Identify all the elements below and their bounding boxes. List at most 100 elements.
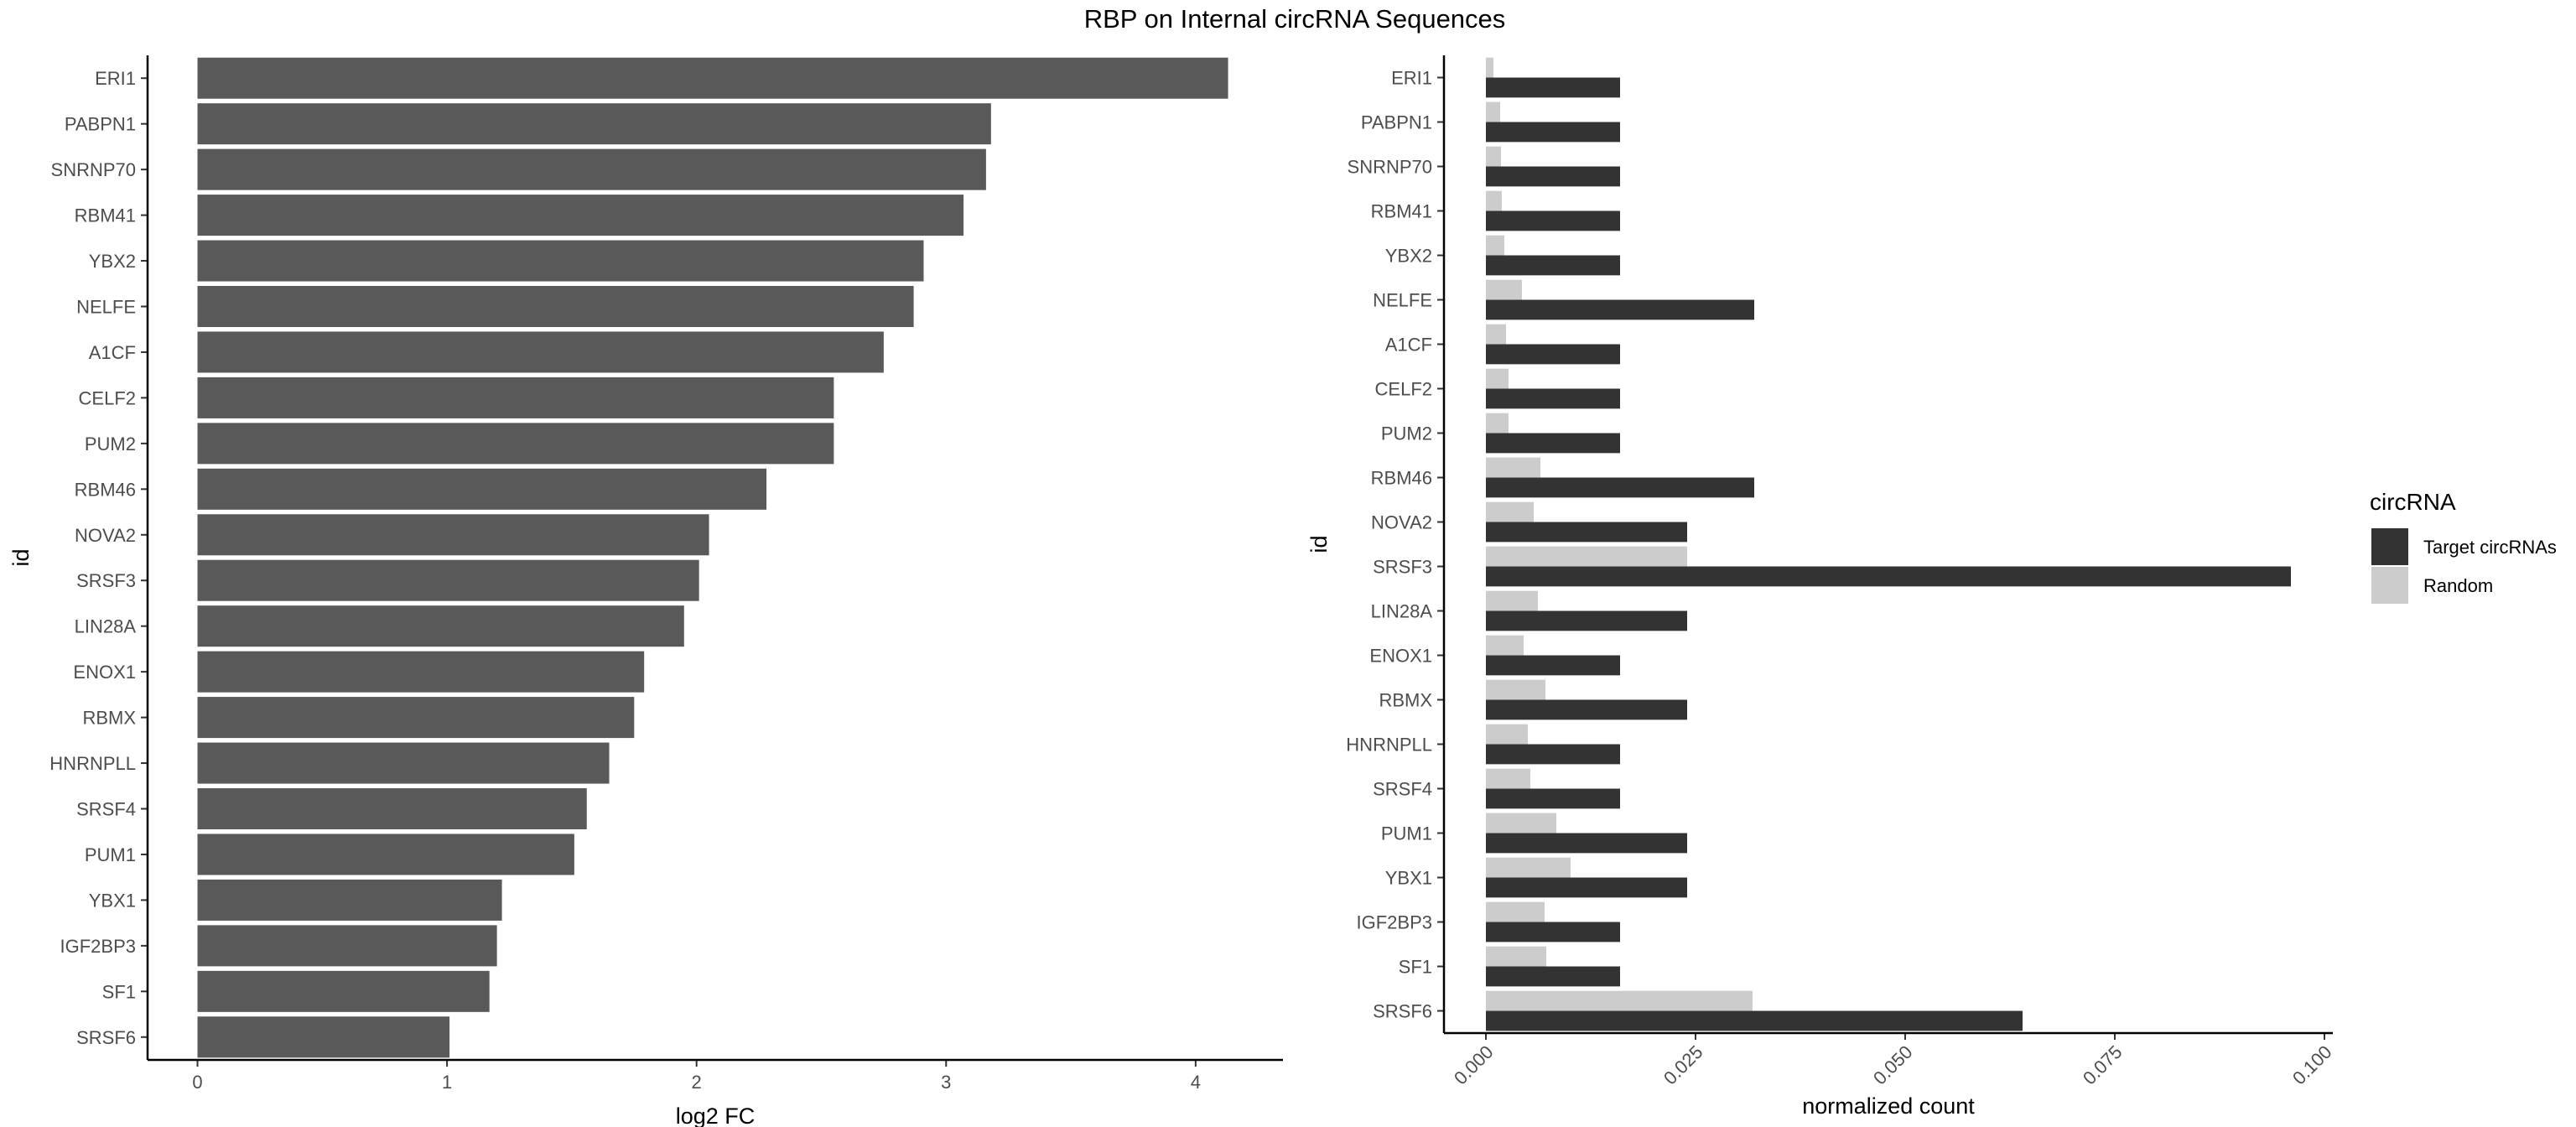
normalized-count-x-ticks: 0.000 0.025 0.050 0.075 0.100 [1450,1033,2336,1088]
y-tick-label-rbmx: RBMX [1379,690,1432,711]
bar-nelfe [197,285,914,328]
normalized-count-y-axis-title: id [1306,535,1332,553]
y-tick-label-nelfe: NELFE [1373,290,1432,311]
bar-rbmx [197,697,635,739]
bar-random-srsf3 [1486,546,1687,567]
y-tick-label-snrnp70: SNRNP70 [51,159,136,180]
bar-random-sf1 [1486,946,1546,967]
bar-random-ybx1 [1486,857,1571,878]
y-tick-label-sf1: SF1 [1399,957,1432,978]
bar-target-eri1 [1486,77,1620,98]
bar-rbm41 [197,195,964,236]
y-tick-label-igf2bp3: IGF2BP3 [60,936,136,957]
bar-random-pum1 [1486,813,1556,834]
x-tick-label-0-000: 0.000 [1450,1041,1498,1089]
bar-target-rbm46 [1486,477,1754,498]
bar-a1cf [197,331,884,373]
bar-random-celf2 [1486,368,1509,389]
bar-random-nelfe [1486,279,1522,300]
y-tick-label-nelfe: NELFE [76,297,136,318]
legend: circRNA Target circRNAs Random [2370,489,2557,604]
bar-random-rbmx [1486,679,1545,700]
y-tick-label-rbmx: RBMX [82,708,136,729]
y-tick-label-pabpn1: PABPN1 [1361,112,1432,133]
bar-random-pum2 [1486,413,1509,434]
bar-pum1 [197,834,574,875]
bar-target-ybx2 [1486,255,1620,276]
y-tick-label-srsf4: SRSF4 [1373,779,1432,800]
bar-srsf6 [197,1016,450,1058]
y-tick-label-pum2: PUM2 [1381,423,1432,444]
bar-random-srsf4 [1486,768,1530,789]
bar-random-enox1 [1486,635,1524,656]
bar-target-nova2 [1486,522,1687,543]
log2fc-y-axis-title: id [8,548,34,566]
x-tick-label-0-100: 0.100 [2288,1041,2336,1089]
y-tick-label-srsf3: SRSF3 [76,570,136,591]
y-tick-label-ybx1: YBX1 [1385,868,1432,889]
x-tick-label-4: 4 [1191,1072,1201,1093]
bar-random-snrnp70 [1486,146,1501,167]
bar-pabpn1 [197,103,991,145]
y-tick-label-pabpn1: PABPN1 [65,114,136,135]
bar-srsf3 [197,559,699,601]
bar-target-srsf6 [1486,1010,2023,1031]
bar-target-srsf3 [1486,566,2291,587]
bar-pum2 [197,423,834,465]
y-tick-label-rbm46: RBM46 [1371,468,1432,489]
y-tick-label-pum1: PUM1 [85,844,136,865]
bar-random-lin28a [1486,590,1538,611]
y-tick-label-srsf3: SRSF3 [1373,557,1432,578]
bar-ybx1 [197,879,502,921]
bar-nova2 [197,514,709,556]
bar-target-igf2bp3 [1486,922,1620,943]
y-tick-label-celf2: CELF2 [79,387,136,408]
legend-label-target: Target circRNAs [2423,537,2557,558]
y-tick-label-srsf6: SRSF6 [76,1027,136,1048]
bar-random-ybx2 [1486,235,1504,256]
bar-random-igf2bp3 [1486,901,1545,922]
bar-target-pum1 [1486,833,1687,854]
bar-target-a1cf [1486,344,1620,365]
bar-target-srsf4 [1486,788,1620,809]
y-tick-label-srsf6: SRSF6 [1373,1001,1432,1022]
y-tick-label-enox1: ENOX1 [73,662,136,683]
x-tick-label-0-075: 0.075 [2079,1041,2127,1089]
x-tick-label-2: 2 [692,1072,702,1093]
bar-srsf4 [197,787,587,830]
log2fc-x-axis-title: log2 FC [676,1104,756,1127]
normalized-count-panel: ERI1 PABPN1 SNRNP70 RBM41 YBX2 NELFE A1CF CELF2… [1306,55,2336,1119]
bar-hnrnpll [197,742,610,784]
bar-target-rbm41 [1486,210,1620,231]
y-tick-label-eri1: ERI1 [1391,68,1432,89]
bar-ybx2 [197,240,924,282]
bar-target-rbmx [1486,699,1687,720]
bar-target-enox1 [1486,655,1620,676]
y-tick-label-a1cf: A1CF [89,342,136,363]
normalized-count-bars [1486,57,2291,1031]
y-tick-label-enox1: ENOX1 [1369,646,1432,667]
bar-target-lin28a [1486,610,1687,631]
y-tick-label-pum1: PUM1 [1381,823,1432,844]
y-tick-label-ybx2: YBX2 [1385,246,1432,267]
y-tick-label-rbm41: RBM41 [75,205,136,226]
bar-random-pabpn1 [1486,101,1500,122]
y-tick-label-rbm46: RBM46 [75,479,136,500]
x-tick-label-0: 0 [192,1072,202,1093]
y-tick-label-hnrnpll: HNRNPLL [1346,735,1432,756]
bar-enox1 [197,651,645,693]
y-tick-label-snrnp70: SNRNP70 [1348,157,1432,178]
bar-random-hnrnpll [1486,724,1528,745]
y-tick-label-celf2: CELF2 [1375,379,1432,400]
bar-target-pabpn1 [1486,122,1620,143]
y-tick-label-pum2: PUM2 [85,434,136,454]
bar-rbm46 [197,468,767,510]
bar-lin28a [197,605,684,647]
bar-random-nova2 [1486,501,1534,522]
y-tick-label-hnrnpll: HNRNPLL [49,753,136,774]
x-tick-label-1: 1 [442,1072,452,1093]
bar-igf2bp3 [197,925,497,967]
bar-random-srsf6 [1486,990,1753,1011]
bar-eri1 [197,57,1228,99]
